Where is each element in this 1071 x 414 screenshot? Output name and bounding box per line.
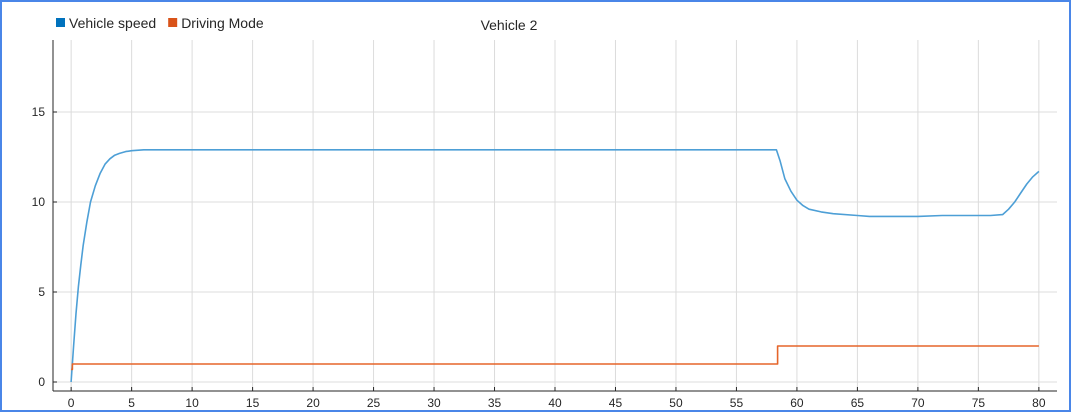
- x-tick-label-10: 10: [185, 396, 199, 410]
- x-tick-label-55: 55: [730, 396, 744, 410]
- tick-labels: 0 5 10 15 20 25 30 35 40 45 50 55 60 65 70 75 80 0 5 10 15: [32, 105, 1046, 410]
- x-tick-label-45: 45: [609, 396, 623, 410]
- x-tick-label-75: 75: [972, 396, 986, 410]
- x-tick-label-5: 5: [128, 396, 135, 410]
- x-tick-label-65: 65: [851, 396, 865, 410]
- x-tick-label-30: 30: [427, 396, 441, 410]
- x-tick-label-70: 70: [911, 396, 925, 410]
- x-tick-label-15: 15: [246, 396, 260, 410]
- series-group: [70, 149, 1040, 383]
- legend-label-driving-mode[interactable]: Driving Mode: [181, 15, 264, 31]
- x-tick-label-0: 0: [68, 396, 75, 410]
- legend[interactable]: Vehicle speed Driving Mode: [56, 15, 264, 31]
- x-tick-label-40: 40: [548, 396, 562, 410]
- y-tick-label-15: 15: [32, 105, 46, 119]
- y-tick-label-10: 10: [32, 195, 46, 209]
- x-tick-label-35: 35: [488, 396, 502, 410]
- grid-lines: [53, 40, 1057, 391]
- x-tick-label-20: 20: [306, 396, 320, 410]
- legend-swatch-vehicle-speed[interactable]: [56, 18, 65, 27]
- legend-swatch-driving-mode[interactable]: [168, 18, 178, 27]
- x-tick-label-60: 60: [790, 396, 804, 410]
- x-tick-label-80: 80: [1032, 396, 1046, 410]
- y-tick-label-5: 5: [38, 285, 45, 299]
- chart-title: Vehicle 2: [481, 17, 538, 33]
- x-tick-label-25: 25: [367, 396, 381, 410]
- series-line-vehicle-speed: [70, 149, 1040, 383]
- x-tick-label-50: 50: [669, 396, 683, 410]
- legend-label-vehicle-speed[interactable]: Vehicle speed: [69, 15, 156, 31]
- y-tick-label-0: 0: [38, 375, 45, 389]
- series-line-driving-mode: [71, 345, 1039, 371]
